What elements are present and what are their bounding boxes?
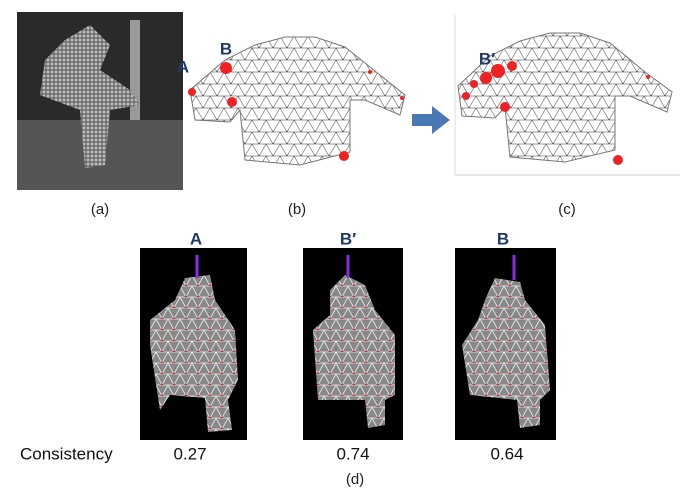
tracking-image	[140, 248, 247, 440]
consistency-value: 0.74	[336, 444, 369, 463]
arrow	[412, 106, 450, 134]
tracking-image	[303, 248, 403, 440]
column-header: B	[497, 229, 509, 248]
row-label: Consistency	[20, 444, 113, 463]
point-label: B	[220, 39, 232, 58]
page: {"panel_a": {"caption": "(a)"}, "panel_b…	[0, 0, 680, 491]
column-header: B′	[340, 229, 356, 248]
photo	[17, 12, 183, 190]
point-label: A	[177, 57, 189, 76]
point-label: B′	[479, 49, 495, 68]
caption: (b)	[288, 201, 306, 218]
caption: (d)	[346, 471, 364, 488]
mesh-drawing	[455, 15, 680, 175]
figure: (a) A B (b) B′ (c) A B′ B	[0, 0, 680, 491]
consistency-value: 0.27	[173, 444, 206, 463]
column-header: A	[190, 229, 202, 248]
caption: (c)	[558, 201, 576, 218]
caption: (a)	[91, 201, 109, 218]
tracking-image	[455, 248, 556, 440]
consistency-value: 0.64	[490, 444, 523, 463]
